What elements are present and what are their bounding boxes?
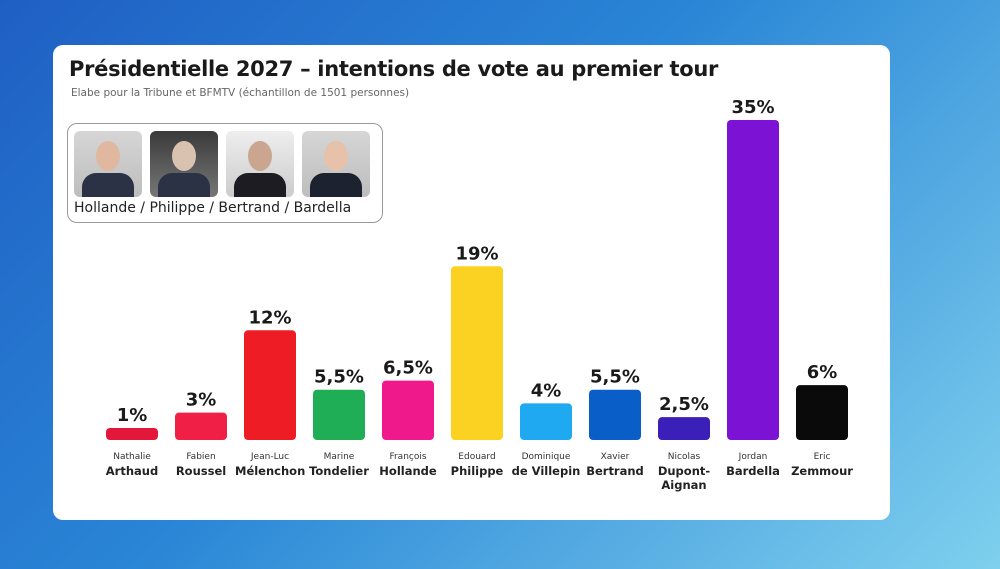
last-name: Dupont-Aignan bbox=[657, 464, 711, 492]
first-name: Nicolas bbox=[667, 452, 701, 462]
bar bbox=[589, 389, 641, 440]
first-name: François bbox=[389, 452, 427, 462]
photo-philippe bbox=[150, 131, 218, 197]
bar bbox=[727, 120, 779, 440]
first-name: Eric bbox=[813, 452, 831, 462]
first-name: Jordan bbox=[738, 452, 768, 462]
category-label: Dominique de Villepin bbox=[511, 450, 581, 478]
last-name: Hollande bbox=[379, 464, 437, 478]
scenario-caption: Hollande / Philippe / Bertrand / Bardell… bbox=[74, 200, 352, 216]
first-name: Dominique bbox=[521, 452, 571, 462]
chart-title: Présidentielle 2027 – intentions de vote… bbox=[69, 57, 719, 81]
scenario-photos-box: Hollande / Philippe / Bertrand / Bardell… bbox=[67, 123, 383, 223]
category-label: Xavier Bertrand bbox=[580, 450, 650, 478]
last-name: de Villepin bbox=[511, 464, 581, 478]
last-name: Philippe bbox=[450, 464, 504, 478]
first-name: Jean-Luc bbox=[250, 452, 290, 462]
data-label: 5,5% bbox=[590, 367, 640, 388]
photo-bardella bbox=[302, 131, 370, 197]
category-label: Eric Zemmour bbox=[787, 450, 857, 478]
bar bbox=[106, 428, 158, 440]
bar-chart: 1% 3% 12% 5,5% 6,5% 19% 4% 5,5% 2,5% 35% 6% bbox=[106, 97, 848, 440]
first-name: Nathalie bbox=[113, 452, 151, 462]
category-label: Fabien Roussel bbox=[166, 450, 236, 478]
last-name: Mélenchon bbox=[235, 464, 306, 478]
photo-bertrand bbox=[226, 131, 294, 197]
category-label: Jordan Bardella bbox=[718, 450, 788, 478]
data-label: 5,5% bbox=[314, 367, 364, 388]
chart-subtitle: Elabe pour la Tribune et BFMTV (échantil… bbox=[71, 87, 410, 99]
photo-hollande bbox=[74, 131, 142, 197]
data-label: 4% bbox=[531, 380, 562, 401]
last-name: Roussel bbox=[175, 464, 227, 478]
data-label: 12% bbox=[248, 307, 291, 328]
last-name: Arthaud bbox=[105, 464, 159, 478]
bar bbox=[382, 380, 434, 440]
bar bbox=[520, 403, 572, 440]
category-label: François Hollande bbox=[373, 450, 443, 478]
category-label: Edouard Philippe bbox=[442, 450, 512, 478]
data-label: 6% bbox=[807, 362, 838, 383]
last-name: Zemmour bbox=[791, 464, 853, 478]
data-label: 35% bbox=[731, 97, 774, 118]
category-label: Nicolas Dupont-Aignan bbox=[649, 450, 719, 492]
last-name: Bardella bbox=[726, 464, 780, 478]
last-name: Bertrand bbox=[586, 464, 644, 478]
bar bbox=[244, 330, 296, 440]
data-label: 3% bbox=[186, 390, 217, 411]
data-label: 2,5% bbox=[659, 394, 709, 415]
bar bbox=[175, 412, 227, 440]
first-name: Edouard bbox=[458, 452, 496, 462]
category-label: Marine Tondelier bbox=[304, 450, 374, 478]
category-label: Jean-Luc Mélenchon bbox=[235, 450, 305, 478]
data-label: 19% bbox=[455, 243, 498, 264]
last-name: Tondelier bbox=[309, 464, 369, 478]
bar bbox=[313, 389, 365, 440]
data-label: 6,5% bbox=[383, 358, 433, 379]
data-label: 1% bbox=[117, 405, 148, 426]
bar bbox=[796, 385, 848, 440]
first-name: Marine bbox=[323, 452, 355, 462]
first-name: Fabien bbox=[186, 452, 216, 462]
category-label: Nathalie Arthaud bbox=[97, 450, 167, 478]
bar bbox=[451, 266, 503, 440]
first-name: Xavier bbox=[600, 452, 630, 462]
chart-card: Présidentielle 2027 – intentions de vote… bbox=[53, 45, 890, 520]
bar bbox=[658, 417, 710, 440]
